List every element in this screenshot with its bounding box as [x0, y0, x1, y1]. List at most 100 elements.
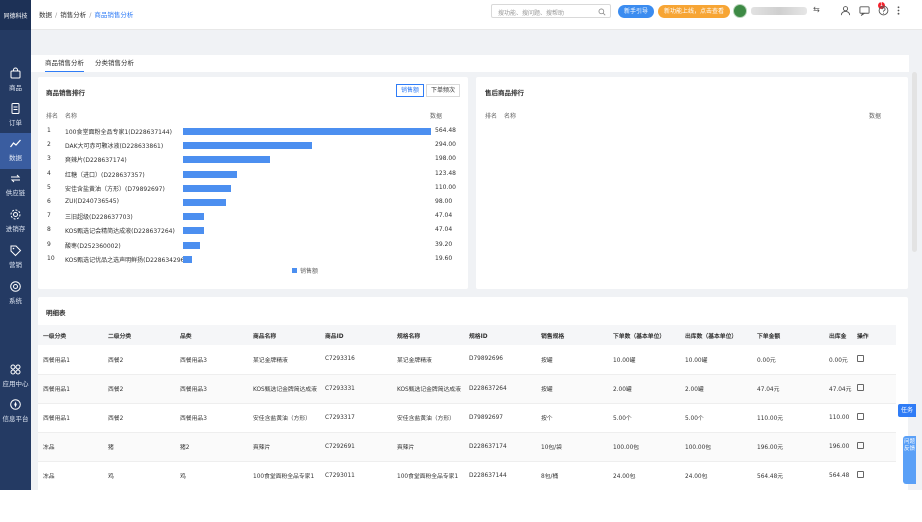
- breadcrumb-item-data[interactable]: 数据: [39, 11, 52, 19]
- search-input[interactable]: 搜功能、搜问题、搜帮助: [491, 4, 611, 18]
- table-column-header[interactable]: 规格名称: [392, 325, 464, 345]
- bar-value-label: 19.60: [435, 254, 453, 262]
- search-icon[interactable]: [598, 8, 606, 16]
- table-cell: 西餐用品3: [175, 374, 248, 404]
- table-cell: D228637144: [464, 461, 536, 490]
- sidebar-item-2[interactable]: 数据: [0, 133, 31, 169]
- sidebar-item-0[interactable]: 商品: [0, 63, 31, 99]
- sidebar-item-8[interactable]: 信息平台: [0, 394, 31, 430]
- table-column-header[interactable]: 出库数（基本单位）: [680, 325, 752, 345]
- table-cell: 24.00包: [680, 461, 752, 490]
- table-column-header[interactable]: 商品名称: [248, 325, 320, 345]
- table-cell: 2.00罐: [608, 374, 680, 404]
- sidebar-item-label: 数据: [9, 154, 22, 162]
- bar[interactable]: [183, 142, 313, 150]
- task-float-button[interactable]: 任务: [898, 404, 916, 417]
- table-cell-action: [852, 374, 896, 404]
- table-cell: D79892697: [464, 403, 536, 433]
- tab-category-sales[interactable]: 分类销售分析: [95, 59, 134, 67]
- table-cell: 0.00元: [824, 345, 852, 375]
- sidebar-item-label: 系统: [9, 297, 22, 305]
- after-sale-card: [476, 77, 908, 289]
- edit-icon[interactable]: [857, 384, 864, 391]
- search-placeholder: 搜功能、搜问题、搜帮助: [498, 10, 565, 17]
- rank-number: 5: [47, 183, 51, 191]
- ranking-card: [38, 77, 468, 289]
- bag-icon: [10, 67, 21, 79]
- table-cell: 按罐: [536, 345, 608, 375]
- help-icon[interactable]: [878, 5, 889, 16]
- table-cell: 猪2: [175, 432, 248, 462]
- rank-number: 8: [47, 226, 51, 234]
- user-icon[interactable]: [840, 5, 851, 16]
- table-row: 西餐用品1 西餐2 西餐用品3 某记金牌精液 C7293316 某记金牌精液 D798926…: [38, 345, 896, 375]
- table-column-header[interactable]: 操作: [852, 325, 896, 345]
- bar-value-label: 47.04: [435, 212, 453, 220]
- edit-icon[interactable]: [857, 471, 864, 478]
- sidebar-item-label: 供应链: [5, 189, 26, 197]
- bar[interactable]: [183, 213, 204, 221]
- table-column-header[interactable]: 销售规格: [536, 325, 608, 345]
- sidebar-item-6[interactable]: 系统: [0, 276, 31, 312]
- new-guide-button[interactable]: 新手引导: [618, 5, 655, 18]
- sidebar-item-7[interactable]: 应用中心: [0, 359, 31, 395]
- edit-icon[interactable]: [857, 354, 864, 362]
- table-cell: D228637174: [464, 432, 536, 462]
- tab-product-sales[interactable]: 商品销售分析: [45, 55, 84, 72]
- col-name-header: 名称: [65, 113, 78, 120]
- bar[interactable]: [183, 128, 431, 135]
- bar[interactable]: [183, 255, 192, 263]
- table-column-header[interactable]: 二级分类: [103, 325, 175, 345]
- sidebar-item-5[interactable]: 营销: [0, 240, 31, 276]
- brand-logo: 同德科技: [0, 0, 31, 30]
- gear-icon: [10, 209, 21, 220]
- switch-icon[interactable]: ⇆: [813, 5, 820, 14]
- toggle-sales-amount[interactable]: 销售额: [396, 84, 425, 97]
- table-column-header[interactable]: 规格ID: [464, 325, 536, 345]
- table-cell: 冻品: [38, 461, 103, 490]
- bar[interactable]: [183, 199, 227, 206]
- bar[interactable]: [183, 227, 204, 235]
- table-cell: KOS甄选记金牌简达成液: [392, 374, 464, 404]
- rank-number: 2: [47, 141, 51, 149]
- more-icon[interactable]: [893, 5, 904, 16]
- bar[interactable]: [183, 241, 201, 249]
- rank-item-name: 100食堂面粉全品专家1(D228637144): [65, 129, 172, 136]
- feedback-float-button[interactable]: 问题反馈: [903, 436, 916, 484]
- table-column-header[interactable]: 下单金额: [752, 325, 824, 345]
- user-name-blurred[interactable]: [751, 7, 807, 15]
- table-cell: 西餐用品1: [38, 345, 103, 375]
- sidebar-item-4[interactable]: 进销存: [0, 204, 31, 240]
- table-cell: C7293011: [320, 461, 392, 490]
- edit-icon[interactable]: [857, 442, 864, 449]
- sidebar-item-1[interactable]: 订单: [0, 98, 31, 134]
- message-icon[interactable]: [859, 5, 870, 16]
- table-cell: 西餐用品1: [38, 374, 103, 404]
- scrollbar[interactable]: [912, 72, 917, 252]
- table-cell: 47.04元: [824, 374, 852, 404]
- bar[interactable]: [183, 156, 270, 164]
- table-column-header[interactable]: 商品ID: [320, 325, 392, 345]
- sidebar-item-3[interactable]: 供应链: [0, 168, 31, 204]
- promo-button[interactable]: 新功能上线，点击查看: [658, 5, 731, 18]
- bar[interactable]: [183, 184, 232, 192]
- table-cell: 5.00个: [680, 403, 752, 433]
- edit-icon[interactable]: [857, 413, 864, 420]
- breadcrumb-item-sales[interactable]: 销售分析: [60, 11, 87, 19]
- table-column-header[interactable]: 品类: [175, 325, 248, 345]
- table-cell: 10包/袋: [536, 432, 608, 462]
- table-column-header[interactable]: 一级分类: [38, 325, 103, 345]
- rank-item-name: 爽辣片(D228637174): [65, 157, 127, 165]
- col-data-header: 数据: [430, 113, 443, 120]
- table-cell: 8包/桶: [536, 461, 608, 490]
- bar[interactable]: [183, 170, 238, 178]
- table-cell: 安佳含盐黄油（方形）: [248, 403, 320, 433]
- table-column-header[interactable]: 出库金: [824, 325, 852, 345]
- bar-value-label: 39.20: [435, 240, 453, 248]
- bar-value-label: 98.00: [435, 198, 453, 205]
- toggle-order-frequency[interactable]: 下单频次: [426, 84, 461, 97]
- table-cell: 10.00罐: [680, 345, 752, 375]
- avatar[interactable]: [733, 4, 747, 18]
- table-cell: 110.00: [824, 403, 852, 433]
- table-column-header[interactable]: 下单数（基本单位）: [608, 325, 680, 345]
